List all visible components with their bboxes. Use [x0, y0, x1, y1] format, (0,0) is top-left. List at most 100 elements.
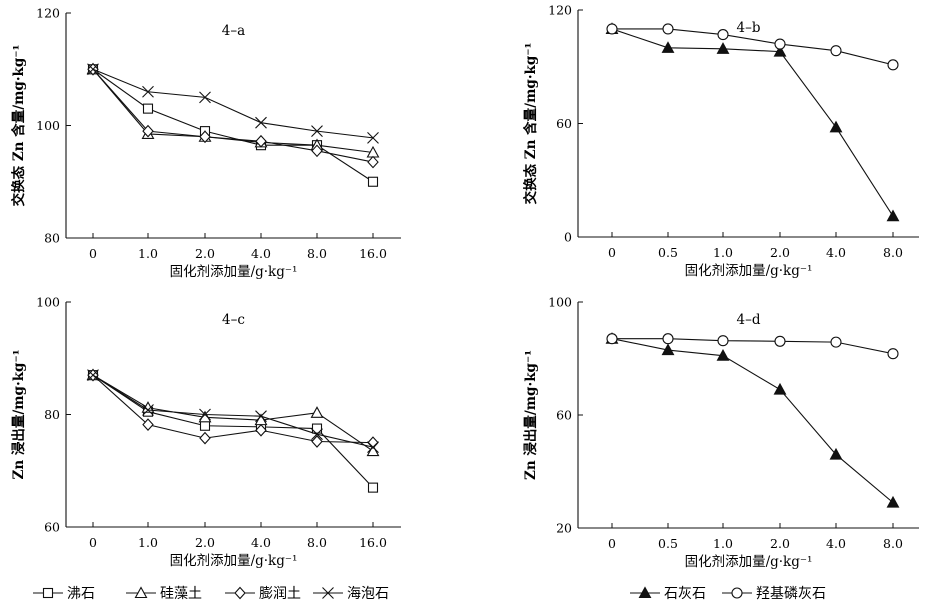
- legend-label: 石灰石: [664, 586, 706, 602]
- x-tick-label: 0: [89, 535, 97, 550]
- data-point: [311, 144, 323, 158]
- y-tick-label: 60: [44, 520, 60, 535]
- data-point: [142, 404, 154, 416]
- data-point: [199, 408, 211, 421]
- series-line: [611, 338, 894, 503]
- x-tick-label: 8.0: [307, 246, 327, 261]
- data-point: [716, 349, 730, 361]
- data-point: [367, 131, 379, 144]
- data-point: [717, 29, 729, 41]
- data-point: [255, 134, 267, 148]
- panel-title: 4–b: [737, 20, 761, 36]
- data-point: [830, 45, 842, 57]
- chart-panel-c: 60 80 100 0 1.0 2.0 4.0 8.0 16.0 4–c 固化剂添加量/g·kg⁻¹…: [10, 295, 401, 569]
- x-tick-label: 8.0: [883, 536, 903, 551]
- y-tick-label: 120: [36, 6, 60, 21]
- series-line: [612, 28, 894, 66]
- x-tick-label: 1.0: [138, 246, 158, 261]
- data-point: [142, 85, 154, 98]
- data-point: [829, 120, 843, 133]
- data-point: [886, 209, 900, 222]
- legend-label: 沸石: [67, 586, 95, 602]
- series-0: [605, 332, 900, 508]
- data-point: [829, 447, 843, 460]
- data-point: [255, 410, 267, 423]
- data-point: [199, 420, 211, 431]
- series-line: [92, 374, 374, 448]
- data-point: [606, 333, 618, 345]
- x-axis-label: 固化剂添加量/g·kg⁻¹: [685, 554, 813, 570]
- data-point: [367, 482, 379, 493]
- panel-title: 4–a: [222, 23, 245, 39]
- series-line: [612, 338, 894, 355]
- legend-label: 羟基磷灰石: [756, 585, 826, 602]
- legend-label: 膨润土: [259, 585, 301, 602]
- series-0: [87, 64, 379, 187]
- data-point: [731, 587, 743, 599]
- x-axis-label: 固化剂添加量/g·kg⁻¹: [170, 553, 298, 569]
- data-point: [311, 423, 323, 434]
- x-tick-label: 4.0: [251, 246, 271, 261]
- data-point: [886, 495, 900, 508]
- series-line: [611, 28, 894, 217]
- x-tick-label: 2.0: [770, 536, 790, 551]
- series-line: [92, 68, 374, 163]
- series-line: [92, 68, 374, 154]
- y-tick-label: 100: [36, 118, 60, 133]
- data-point: [662, 333, 674, 345]
- series-1: [86, 368, 380, 457]
- series-3: [87, 63, 379, 144]
- data-point: [255, 423, 267, 437]
- x-tick-label: 1.0: [138, 535, 158, 550]
- y-tick-label: 80: [44, 231, 60, 246]
- x-tick-label: 2.0: [195, 246, 215, 261]
- series-line: [92, 68, 374, 183]
- x-tick-label: 2.0: [770, 245, 790, 260]
- legend-left: 沸石 硅藻土 膨润土 海泡石: [33, 585, 389, 602]
- data-point: [142, 124, 154, 138]
- data-point: [717, 335, 729, 347]
- x-axis-label: 固化剂添加量/g·kg⁻¹: [170, 264, 298, 280]
- x-tick-label: 0: [608, 245, 616, 260]
- chart-panel-b: 0 60 120 0 0.5 1.0 2.0 4.0 8.0 4–b 固化剂添加量/g·kg⁻¹ 交换…: [522, 3, 919, 279]
- y-axis-label: Zn 浸出量/mg·kg⁻¹: [522, 350, 539, 480]
- y-tick-label: 120: [548, 3, 572, 18]
- data-point: [134, 586, 148, 599]
- series-line: [92, 374, 374, 444]
- panel-title: 4–c: [222, 312, 245, 328]
- series-1: [606, 333, 899, 360]
- data-point: [662, 23, 674, 35]
- data-point: [199, 91, 211, 104]
- x-tick-label: 1.0: [713, 245, 733, 260]
- data-point: [199, 431, 211, 445]
- data-point: [773, 382, 787, 395]
- y-tick-label: 0: [564, 230, 572, 245]
- series-0: [87, 370, 379, 493]
- legend-label: 硅藻土: [160, 586, 202, 602]
- data-point: [606, 23, 618, 35]
- x-tick-label: 4.0: [251, 535, 271, 550]
- x-tick-label: 16.0: [359, 535, 387, 550]
- x-tick-label: 1.0: [713, 536, 733, 551]
- chart-panel-d: 20 60 100 0 0.5 1.0 2.0 4.0 8.0 4–d 固化剂添加量/g·kg⁻¹ Z…: [522, 295, 919, 570]
- data-point: [255, 116, 267, 129]
- x-tick-label: 0.5: [658, 536, 678, 551]
- data-point: [367, 155, 379, 169]
- data-point: [234, 586, 246, 600]
- data-point: [887, 348, 899, 360]
- x-tick-label: 2.0: [195, 535, 215, 550]
- y-tick-label: 60: [556, 116, 572, 131]
- data-point: [638, 586, 652, 599]
- y-axis-label: 交换态 Zn 含量/mg·kg⁻¹: [10, 45, 27, 207]
- data-point: [311, 125, 323, 138]
- data-point: [87, 63, 99, 76]
- x-tick-label: 4.0: [826, 536, 846, 551]
- data-point: [322, 587, 334, 599]
- series-0: [605, 22, 900, 222]
- data-point: [830, 336, 842, 348]
- series-2: [87, 368, 379, 449]
- x-tick-label: 0: [89, 246, 97, 261]
- panel-title: 4–d: [737, 312, 761, 328]
- data-point: [310, 406, 324, 418]
